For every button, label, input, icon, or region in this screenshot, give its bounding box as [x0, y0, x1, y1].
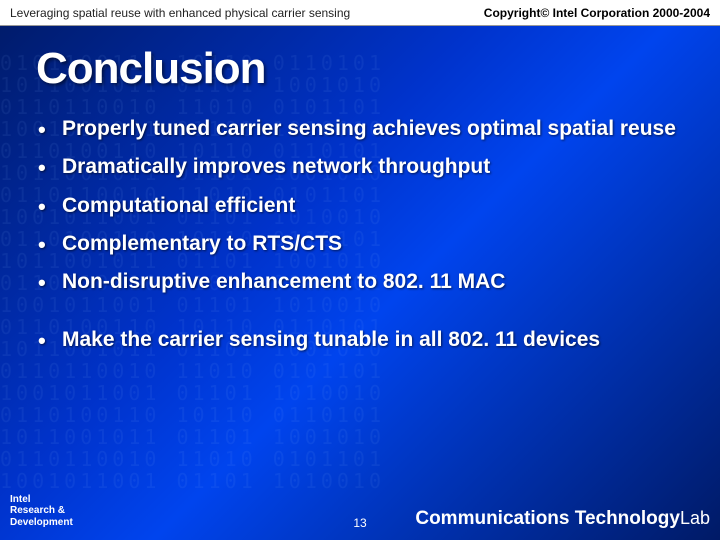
- slide-title: Conclusion: [36, 44, 684, 94]
- footer-left-line: Intel: [10, 494, 73, 506]
- header-left: Leveraging spatial reuse with enhanced p…: [10, 6, 350, 20]
- footer-right-lab: Lab: [680, 508, 710, 528]
- footer-left-line: Research &: [10, 505, 73, 517]
- page-number: 13: [353, 516, 366, 530]
- spacer: [36, 307, 684, 327]
- bullet-item: Computational efficient: [36, 193, 684, 219]
- bullet-item: Properly tuned carrier sensing achieves …: [36, 116, 684, 142]
- bullet-item: Dramatically improves network throughput: [36, 154, 684, 180]
- bullet-item: Complementary to RTS/CTS: [36, 231, 684, 257]
- bullet-item: Non-disruptive enhancement to 802. 11 MA…: [36, 269, 684, 295]
- bullet-list-1: Properly tuned carrier sensing achieves …: [36, 116, 684, 295]
- bullet-list-2: Make the carrier sensing tunable in all …: [36, 327, 684, 353]
- top-bar: Leveraging spatial reuse with enhanced p…: [0, 0, 720, 26]
- header-right: Copyright© Intel Corporation 2000-2004: [484, 6, 710, 20]
- footer-right: Communications TechnologyLab: [415, 508, 710, 530]
- slide-content: Conclusion Properly tuned carrier sensin…: [0, 26, 720, 354]
- bullet-item: Make the carrier sensing tunable in all …: [36, 327, 684, 353]
- footer-left: Intel Research & Development: [10, 494, 73, 529]
- footer-right-main: Communications Technology: [415, 508, 680, 529]
- footer-left-line: Development: [10, 517, 73, 529]
